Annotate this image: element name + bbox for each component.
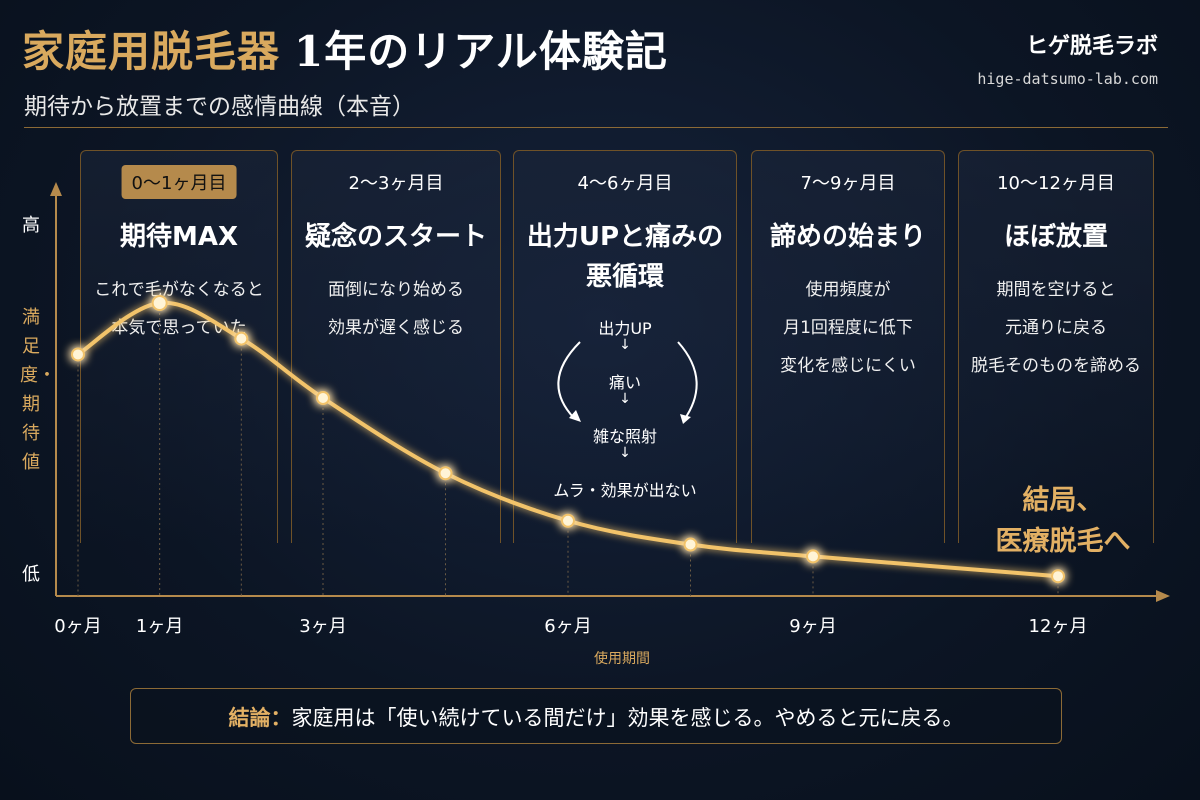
phase-desc-line: 元通りに戻る [1005,318,1107,338]
x-axis-arrow-icon [1156,590,1170,602]
phase-desc-line: 脱毛そのものを諦める [971,356,1141,376]
data-point [234,331,249,346]
page-title: 家庭用脱毛器 1年のリアル体験記 [22,18,668,79]
phase-description: 期間を空けると 元通りに戻る 脱毛そのものを諦める [959,271,1153,385]
phase-desc-line: 効果が遅く感じる [328,318,464,338]
phase-period-label: 7〜9ヶ月目 [800,173,896,194]
cycle-step: 出力UP [598,319,652,338]
phase-period-label: 0〜1ヶ月目 [121,165,237,199]
data-point [683,537,698,552]
annotation-medical-removal: 結局、 医療脱毛へ [968,480,1158,562]
x-axis-title: 使用期間 [594,651,650,667]
annotation-line: 医療脱毛へ [995,526,1131,557]
header-divider [24,127,1168,128]
annotation-line: 結局、 [1022,485,1104,516]
y-label-high: 高 [22,215,40,236]
data-point [438,466,453,481]
drop-lines [77,302,1059,596]
arrow-down-icon: ↓ [619,391,631,407]
page-subtitle: 期待から放置までの感情曲線（本音） [24,94,415,120]
phase-description: 使用頻度が 月1回程度に低下 変化を感じにくい [752,271,944,385]
y-axis-title: 満足度・期待値 [20,307,56,473]
data-point [561,513,575,528]
conclusion-box: 結論：家庭用は「使い続けている間だけ」効果を感じる。やめると元に戻る。 [130,688,1062,744]
cycle-step: ムラ・効果が出ない [553,481,697,500]
conclusion-body: 家庭用は「使い続けている間だけ」効果を感じる。やめると元に戻る。 [291,706,964,730]
title-accent: 家庭用脱毛器 [22,27,281,76]
brand-url: hige-datsumo-lab.com [977,70,1158,88]
phase-description: 面倒になり始める 効果が遅く感じる [292,271,500,347]
y-label-low: 低 [22,564,40,585]
data-point [1051,569,1065,584]
phase-desc-line: 面倒になり始める [328,280,464,300]
annotation-text: 結局、 医療脱毛へ [968,480,1158,562]
phase-title: 期待MAX [119,222,239,252]
phase-panel-2: 2〜3ヶ月目 疑念のスタート 面倒になり始める 効果が遅く感じる [291,150,501,543]
phase-panel-4: 7〜9ヶ月目 諦めの始まり 使用頻度が 月1回程度に低下 変化を感じにくい [751,150,945,543]
phase-title: 疑念のスタート [304,222,487,252]
data-point [316,391,330,405]
x-tick-label: 0ヶ月 [54,616,102,637]
x-tick-label: 1ヶ月 [135,616,184,637]
x-tick-label: 9ヶ月 [789,616,837,637]
conclusion-text: 結論：家庭用は「使い続けている間だけ」効果を感じる。やめると元に戻る。 [131,702,1061,732]
conclusion-label: 結論： [228,706,292,730]
phase-desc-line: 期間を空けると [996,280,1116,300]
phase-panel-5: 10〜12ヶ月目 ほぼ放置 期間を空けると 元通りに戻る 脱毛そのものを諦める [958,150,1154,543]
phase-title: ほぼ放置 [1003,222,1108,252]
data-point [71,347,85,362]
title-rest: 1年のリアル体験記 [294,27,668,76]
x-tick-label: 6ヶ月 [544,616,592,637]
phase-desc-line: これで毛がなくなると [94,280,264,300]
phase-desc-line: 使用頻度が [805,280,891,300]
data-point [806,549,820,564]
brand-name: ヒゲ脱毛ラボ [1025,34,1158,59]
arrow-down-icon: ↓ [619,445,631,461]
phase-title: 諦めの始まり [769,222,926,252]
phase-period-label: 2〜3ヶ月目 [348,173,444,194]
x-tick-label: 12ヶ月 [1028,616,1088,637]
phase-panel-1: 0〜1ヶ月目 期待MAX これで毛がなくなると 本気で思っていた [80,150,278,543]
phase-period-label: 4〜6ヶ月目 [577,173,673,194]
cycle-step: 痛い [608,373,641,392]
cycle-arrowhead-icon [680,414,691,424]
phase-period-label: 10〜12ヶ月目 [997,173,1115,194]
y-axis-arrow-icon [50,182,62,196]
cycle-arrowhead-icon [569,410,581,422]
cycle-arrow-left-icon [557,341,581,419]
data-points [71,294,1065,584]
data-point [151,294,168,311]
phase-panel-3: 4〜6ヶ月目 出力UPと痛みの 悪循環 出力UP ↓ 痛い ↓ 雑な照射 ↓ ム… [513,150,737,543]
cycle-arrow-right-icon [677,341,698,421]
series-line [76,300,1060,579]
cycle-step: 雑な照射 [592,427,657,446]
x-tick-label: 3ヶ月 [299,616,347,637]
phase-desc-line: 月1回程度に低下 [783,318,913,338]
phase-desc-line: 変化を感じにくい [780,356,916,376]
phase-title: 出力UPと痛みの 悪循環 [526,222,724,292]
arrow-down-icon: ↓ [619,337,631,353]
